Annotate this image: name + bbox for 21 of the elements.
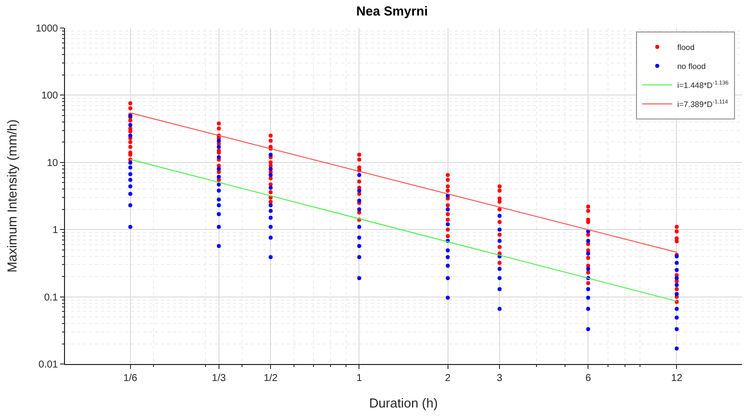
y-tick-label: 10 (46, 158, 58, 169)
x-tick-label: 6 (585, 373, 592, 384)
x-tick-label: 1/6 (123, 373, 138, 384)
x-tick-label: 3 (496, 373, 503, 384)
legend-label: i=1.448*D$^{-1.136}$ (677, 80, 728, 90)
chart-title: Nea Smyrni (356, 3, 428, 18)
y-tick-label: 100 (41, 90, 58, 102)
legend-label: flood (677, 42, 695, 52)
y-tick-label: 1 (52, 225, 58, 236)
x-tick-label: 1 (356, 373, 362, 384)
y-tick-label: 0.01 (38, 360, 58, 370)
legend-label: i=7.389*D$^{-1.114}$ (677, 100, 728, 109)
x-tick-label: 2 (445, 373, 451, 384)
x-tick-label: 1/3 (212, 373, 226, 384)
y-tick-label: 1000 (36, 24, 58, 34)
y-axis-title: Maximum Intensity (mm/h) (4, 119, 20, 273)
legend-label: no flood (677, 62, 706, 71)
x-tick-label: 1/2 (264, 373, 278, 384)
x-axis-title: Duration (h) (369, 396, 438, 411)
x-tick-label: 12 (671, 373, 683, 384)
y-tick-label: 0.1 (44, 292, 58, 304)
